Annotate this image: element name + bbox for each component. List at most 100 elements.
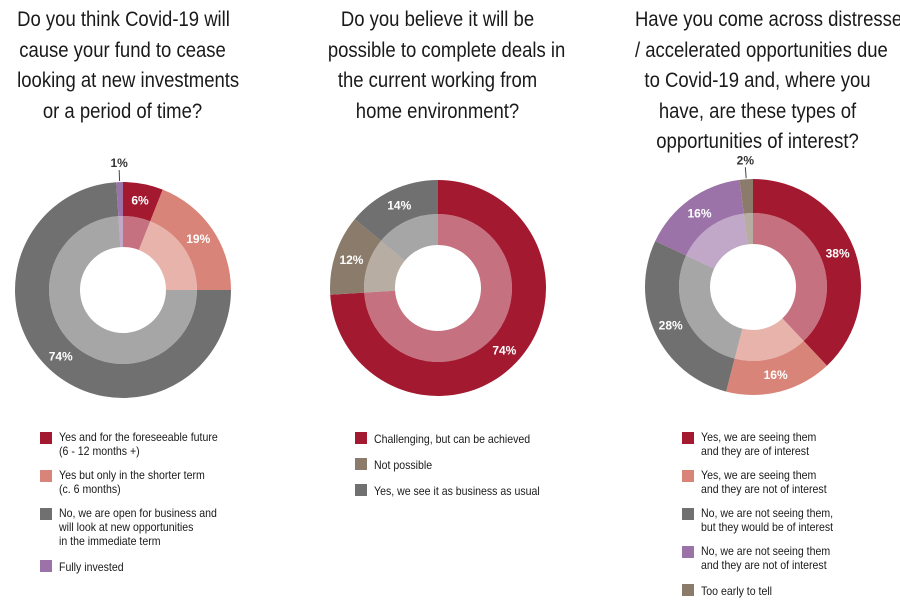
legend-item: Yes but only in the shorter term (c. 6 mo… [40, 468, 239, 498]
legend-swatch [40, 470, 52, 482]
legend-label-line: Yes, we are seeing them [701, 430, 817, 444]
slice-outer-arc [726, 340, 827, 395]
slice-inner-arc [138, 221, 197, 290]
slice-inner-arc [118, 216, 123, 248]
legend-1: Yes and for the foreseeable future (6 - 1… [40, 430, 239, 584]
legend-item: No, we are open for business and will loo… [40, 506, 239, 550]
donut-slice [15, 182, 232, 398]
slice-inner-arc [123, 216, 151, 251]
legend-label: Yes, we see it as business as usual [374, 484, 540, 498]
legend-label-line: Too early to tell [701, 584, 773, 598]
donut-slice [655, 179, 748, 269]
legend-swatch [682, 546, 694, 558]
legend-3: Yes, we are seeing them and they are of i… [682, 430, 851, 608]
legend-label-line: Yes and for the foreseeable future [59, 430, 218, 444]
legend-swatch [40, 560, 52, 572]
donut-slice [330, 180, 546, 396]
legend-swatch [682, 470, 694, 482]
legend-label-line: Fully invested [59, 560, 124, 574]
data-label: 16% [687, 206, 711, 220]
chart-title-line: / accelerated opportunities due [634, 37, 888, 62]
legend-item: Challenging, but can be achieved [355, 430, 562, 448]
legend-label: Too early to tell [701, 584, 772, 598]
slice-outer-arc [645, 241, 735, 392]
data-label: 38% [826, 247, 850, 261]
legend-label: Not possible [374, 458, 432, 472]
legend-label-line: and they are not of interest [701, 482, 827, 496]
legend-label-line: Yes but only in the shorter term [59, 468, 205, 482]
data-label: 12% [339, 253, 363, 267]
leader-line [744, 167, 747, 179]
slice-outer-arc [15, 182, 232, 398]
data-label: 19% [186, 232, 210, 246]
legend-item: No, we are not seeing them and they are n… [682, 544, 851, 574]
slice-outer-arc [739, 179, 753, 214]
legend-label-line: Yes, we are seeing them [701, 468, 817, 482]
chart-title-line: possible to complete deals in [327, 37, 566, 62]
donut-chart-2: 74% 12% 14% [330, 180, 546, 396]
legend-swatch [40, 432, 52, 444]
slice-inner-arc [686, 213, 748, 269]
legend-item: Yes, we are seeing them and they are of i… [682, 430, 851, 460]
legend-item: No, we are not seeing them, but they woul… [682, 506, 851, 536]
chart-panel-2: Do you believe it will be possible to com… [310, 0, 565, 612]
legend-swatch [355, 432, 367, 444]
chart-title-line: or a period of time? [42, 98, 203, 123]
donut-slice [753, 179, 861, 366]
slice-inner-arc [364, 240, 405, 293]
legend-label: Yes and for the foreseeable future (6 - 1… [59, 430, 218, 458]
legend-item: Yes and for the foreseeable future (6 - 1… [40, 430, 239, 460]
slice-outer-arc [655, 179, 744, 256]
donut-slice [116, 182, 123, 248]
donut-slice [739, 179, 753, 245]
slice-outer-arc [330, 219, 381, 295]
donut-slice [645, 241, 743, 392]
slice-outer-arc [354, 180, 438, 241]
slice-outer-arc [753, 179, 861, 366]
legend-label-line: in the immediate term [59, 534, 161, 548]
slice-outer-arc [150, 189, 231, 290]
chart-title-2: Do you believe it will be possible to com… [327, 4, 566, 126]
donut-slice [726, 318, 827, 395]
slice-inner-arc [743, 213, 753, 245]
slice-inner-arc [753, 213, 827, 341]
legend-label: No, we are not seeing them and they are n… [701, 544, 830, 572]
donut-slice [354, 180, 438, 261]
legend-label: Fully invested [59, 560, 124, 574]
legend-swatch [682, 584, 694, 596]
data-label: 2% [737, 153, 755, 167]
legend-label: Yes but only in the shorter term (c. 6 mo… [59, 468, 205, 496]
chart-title-1: Do you think Covid-19 will cause your fun… [17, 4, 240, 126]
chart-panel-3: Have you come across distressed / acceler… [615, 0, 900, 612]
legend-2: Challenging, but can be achieved Not poss… [355, 430, 562, 508]
legend-swatch [682, 508, 694, 520]
chart-title-line: to Covid-19 and, where you [644, 68, 871, 92]
data-label: 28% [659, 319, 683, 333]
chart-title-line: home environment? [355, 98, 520, 123]
slice-inner-arc [734, 318, 804, 361]
chart-title-line: Do you believe it will be [340, 7, 535, 31]
legend-label: Yes, we are seeing them and they are not … [701, 468, 827, 496]
chart-title-line: cause your fund to cease [19, 37, 226, 62]
legend-label-line: and they are not of interest [701, 558, 827, 572]
slice-inner-arc [679, 255, 743, 359]
legend-swatch [682, 432, 694, 444]
legend-item: Fully invested [40, 558, 239, 576]
legend-label-line: No, we are not seeing them [701, 544, 831, 558]
legend-label-line: Not possible [374, 458, 433, 472]
legend-label-line: and they are of interest [701, 444, 810, 458]
legend-swatch [355, 484, 367, 496]
chart-title-line: the current working from [337, 68, 538, 92]
data-label: 14% [387, 199, 411, 213]
chart-title-line: Do you think Covid-19 will [17, 7, 230, 31]
data-label: 74% [49, 349, 73, 363]
data-label: 74% [492, 343, 516, 357]
legend-swatch [40, 508, 52, 520]
legend-label-line: will look at new opportunities [59, 520, 194, 534]
donut-chart-3: 38% 16% 28% 16% 2% [645, 153, 861, 395]
legend-label-line: Challenging, but can be achieved [374, 432, 531, 446]
data-label: 6% [131, 194, 149, 208]
slice-outer-arc [116, 182, 123, 217]
chart-title-line: looking at new investments [17, 68, 240, 92]
chart-title-3: Have you come across distressed / acceler… [634, 4, 900, 157]
